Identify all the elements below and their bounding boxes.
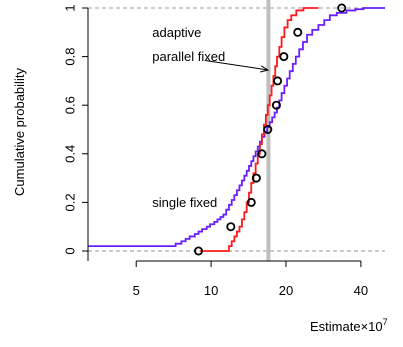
adaptive-point-2 [246,197,256,207]
y-axis-title: Cumulative probability [12,68,27,196]
adaptive-point-3 [251,173,261,183]
y-tick-label-0: 0 [63,247,78,254]
y-tick-label-4: 0.8 [63,48,78,66]
parallel-fixed-arrow-head [260,65,270,73]
x-tick-label-1: 10 [204,283,218,298]
adaptive-point-8 [279,52,289,62]
adaptive-point-1 [226,222,236,232]
x-tick-label-0: 5 [133,283,140,298]
y-tick-label-2: 0.4 [63,145,78,163]
plot-area [88,0,385,261]
axes: 0 0.2 0.4 0.6 0.8 1 5 10 20 40 [63,4,369,298]
x-axis-title-suffix: ×10 [361,319,383,334]
x-tick-label-3: 40 [354,283,368,298]
adaptive-point-6 [271,100,281,110]
x-axis-title: Estimate×107 [310,317,388,334]
x-axis-title-main: Estimate [310,319,361,334]
x-axis-title-exponent: 7 [383,317,388,327]
x-tick-label-2: 20 [279,283,293,298]
series-line-single-fixed [88,7,385,248]
annotation-single-fixed: single fixed [152,195,217,210]
adaptive-point-4 [257,149,267,159]
adaptive-point-7 [273,76,283,86]
adaptive-point-10 [337,3,347,13]
adaptive-point-9 [293,27,303,37]
series-line-parallel-fixed [199,7,319,252]
y-tick-label-3: 0.6 [63,96,78,114]
adaptive-point-0 [194,246,204,256]
annotation-adaptive: adaptive [152,25,201,40]
y-tick-label-1: 0.2 [63,193,78,211]
adaptive-point-5 [263,125,273,135]
y-tick-label-5: 1 [63,4,78,11]
parallel-fixed-arrow-line [205,60,269,71]
